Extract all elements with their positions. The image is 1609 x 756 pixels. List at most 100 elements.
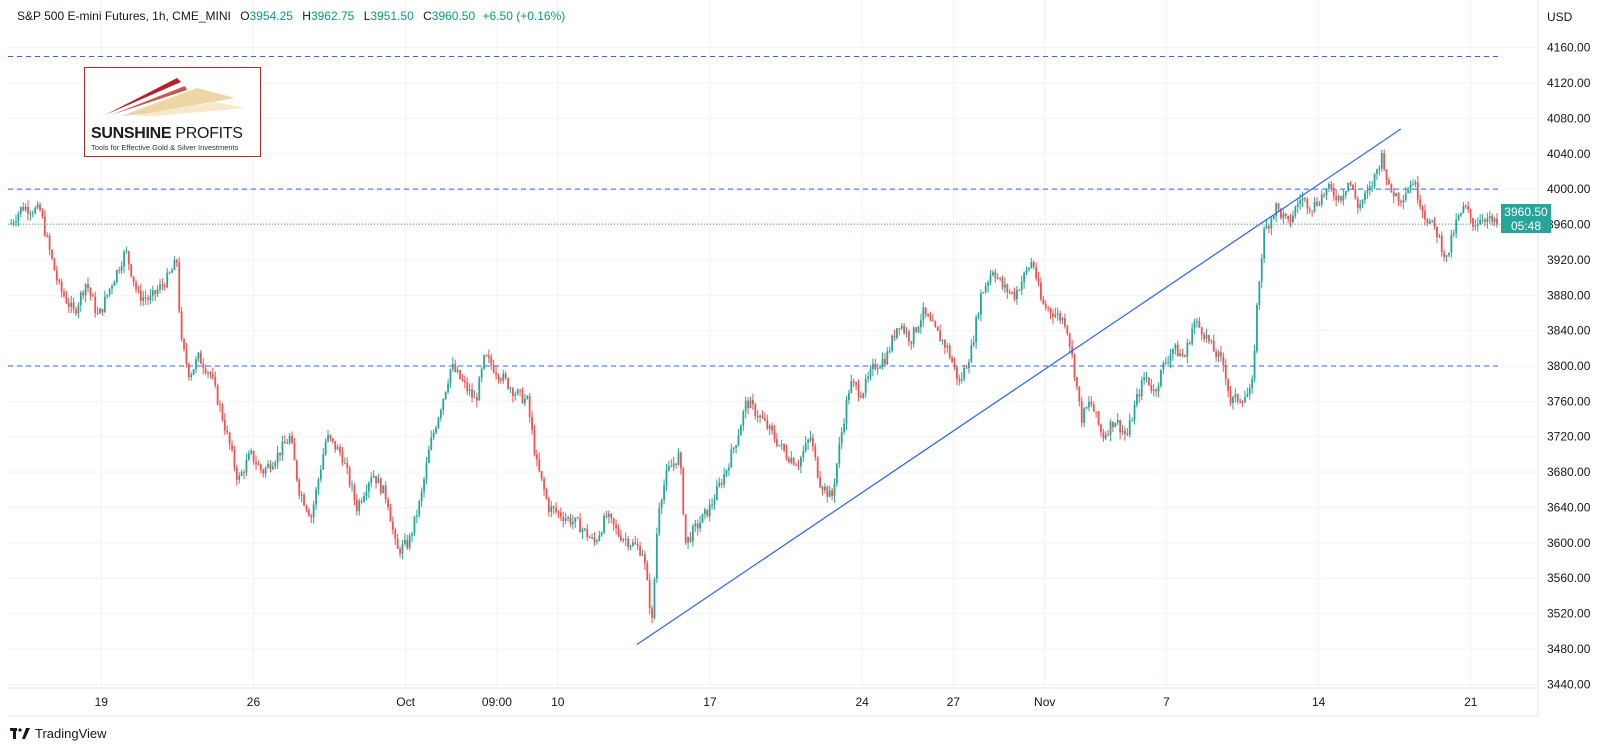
candle-body	[367, 482, 370, 492]
candle-body	[432, 432, 435, 438]
candle-body	[1085, 407, 1088, 409]
x-tick-label: 21	[1464, 695, 1478, 709]
candle-body	[900, 326, 903, 329]
candle-body	[1097, 411, 1100, 425]
candle-body	[912, 327, 915, 344]
candle-body	[778, 444, 781, 446]
support-trendline[interactable]	[636, 128, 1402, 646]
candle-body	[502, 373, 505, 381]
candle-body	[243, 472, 245, 474]
candle-body	[639, 546, 641, 556]
candle-body	[1208, 334, 1210, 342]
candle-body	[1366, 190, 1369, 194]
candle-body	[742, 411, 745, 426]
candle-body	[1344, 191, 1347, 196]
candle-body	[303, 494, 305, 506]
candle-body	[487, 355, 490, 358]
candle-body	[1416, 182, 1419, 200]
candle-body	[718, 482, 721, 487]
candle-body	[1474, 225, 1477, 227]
candle-body	[437, 417, 440, 428]
candle-body	[932, 320, 934, 322]
candle-body	[1124, 430, 1126, 434]
candle-body	[1104, 434, 1107, 439]
candle-body	[699, 522, 701, 529]
candle-body	[1167, 361, 1170, 363]
candle-body	[24, 206, 27, 211]
high-value: 3962.75	[310, 9, 355, 23]
candle-body	[199, 352, 202, 364]
candle-body	[598, 535, 601, 541]
candle-body	[1440, 235, 1443, 253]
tradingview-branding[interactable]: TradingView	[10, 726, 107, 741]
candle-body	[108, 288, 111, 295]
candle-body	[934, 321, 937, 327]
candle-body	[1481, 219, 1484, 221]
candle-body	[355, 499, 358, 512]
candle-body	[1390, 183, 1393, 192]
candle-body	[267, 463, 269, 468]
candle-body	[29, 213, 32, 215]
candle-body	[233, 449, 236, 468]
candle-body	[667, 466, 670, 471]
logo-subtitle: Tools for Effective Gold & Silver Invest…	[91, 143, 239, 152]
candle-body	[607, 513, 610, 517]
candle-body	[252, 450, 255, 463]
candle-body	[1407, 190, 1410, 194]
y-tick-label: 3920.00	[1547, 253, 1591, 267]
candle-body	[1349, 182, 1352, 185]
candle-body	[567, 517, 569, 519]
candle-body	[1025, 269, 1028, 273]
candle-body	[783, 444, 785, 451]
candle-body	[1260, 258, 1263, 282]
candle-body	[1191, 328, 1194, 344]
trendline-layer[interactable]	[636, 128, 1402, 646]
candle-body	[1467, 206, 1470, 210]
candle-body	[75, 309, 77, 314]
candle-body	[984, 286, 987, 293]
candle-body	[151, 290, 154, 296]
candle-body	[171, 269, 173, 273]
candle-body	[833, 483, 836, 497]
candle-body	[579, 518, 581, 533]
candle-body	[135, 282, 137, 290]
candle-body	[917, 327, 920, 332]
candle-body	[1114, 422, 1117, 428]
candle-body	[389, 507, 392, 522]
candle-body	[1054, 314, 1057, 318]
symbol-name[interactable]: S&P 500 E-mini Futures, 1h, CME_MINI	[17, 9, 231, 23]
candle-body	[87, 283, 89, 289]
candle-body	[82, 292, 85, 296]
candle-body	[559, 512, 562, 518]
candle-body	[31, 213, 34, 215]
candle-body	[1491, 215, 1494, 222]
candle-body	[682, 468, 685, 515]
candle-body	[535, 454, 538, 460]
candle-body	[989, 275, 992, 283]
candle-body	[425, 462, 428, 480]
candle-body	[1452, 233, 1455, 235]
candle-body	[1450, 234, 1453, 253]
candle-body	[27, 206, 29, 214]
candle-body	[1016, 289, 1018, 300]
x-tick-label: 17	[703, 695, 717, 709]
candle-body	[1164, 362, 1167, 364]
candle-body	[115, 270, 118, 282]
candle-body	[123, 251, 125, 267]
candle-body	[850, 381, 853, 393]
candle-body	[120, 266, 123, 271]
candle-body	[235, 467, 238, 480]
candle-body	[1157, 385, 1160, 392]
candle-body	[571, 521, 574, 525]
candle-body	[1229, 391, 1232, 403]
candle-body	[1198, 321, 1201, 328]
candle-body	[547, 498, 550, 513]
candle-body	[953, 362, 956, 368]
candle-body	[591, 536, 593, 538]
candle-body	[888, 350, 891, 352]
candle-body	[473, 397, 476, 399]
last-price-tag: 3960.50 05:48	[1501, 204, 1551, 233]
candle-body	[238, 475, 241, 480]
